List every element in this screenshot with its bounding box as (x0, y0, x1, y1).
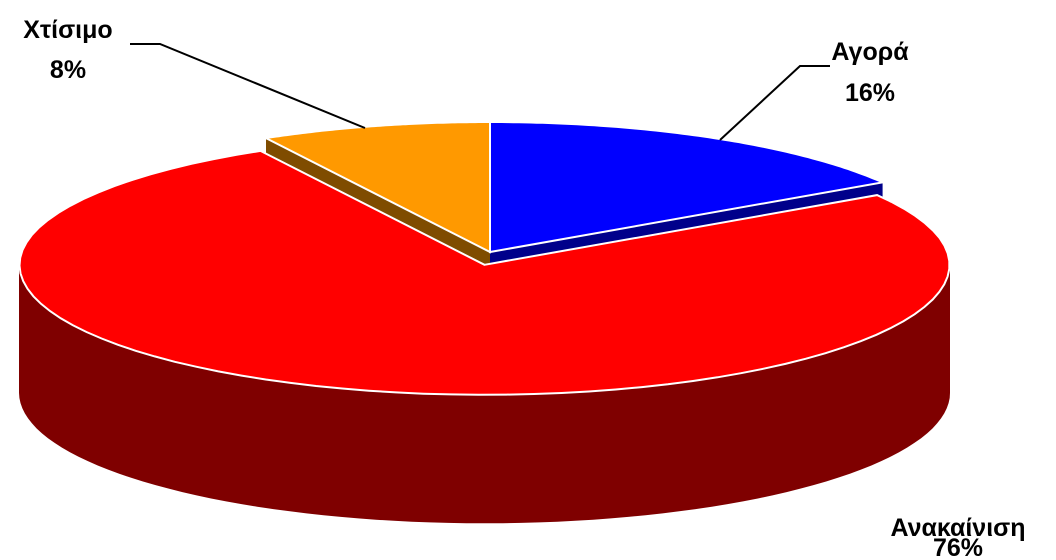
leader-line-3 (130, 43, 366, 129)
slice-name-label-3: Χτίσιμο (23, 16, 112, 44)
pie-slice-1 (489, 121, 887, 254)
slice-name-label-2: Ανακαίνιση (890, 514, 1025, 542)
pie-slice-2 (18, 149, 951, 396)
leader-line-1 (719, 65, 830, 141)
slice-value-label-1: 16% (845, 79, 895, 107)
leader-lines (130, 43, 830, 141)
pie-slice-3 (262, 121, 491, 254)
pie-wall-3-1 (266, 138, 490, 268)
slice-value-label-2: 76% (933, 534, 983, 560)
slice-value-label-3: 8% (50, 56, 86, 84)
slice-name-label-1: Αγορά (831, 38, 909, 66)
pie-top-layer (18, 121, 951, 396)
